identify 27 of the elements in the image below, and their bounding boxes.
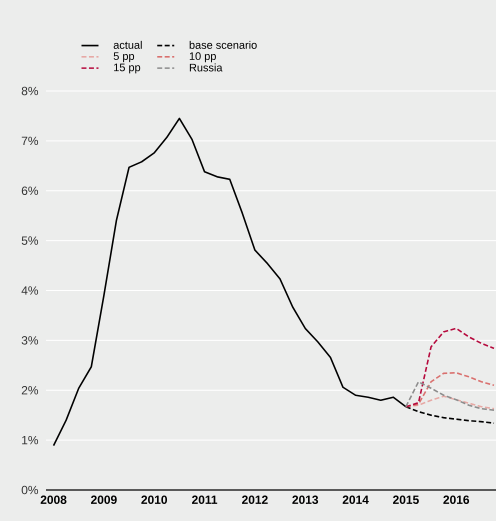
x-tick-label: 2013	[292, 496, 318, 504]
y-tick-label: 8%	[22, 86, 38, 96]
y-tick-label: 1%	[22, 436, 38, 444]
line-series	[405, 380, 495, 411]
y-tick-label: 5%	[22, 236, 38, 245]
x-tick-label: 2015	[393, 496, 420, 504]
y-tick-label: 3%	[22, 336, 38, 345]
x-tick-label: 2012	[242, 496, 268, 504]
x-tick-label: 2008	[40, 496, 67, 504]
legend-label: 5 pp	[114, 52, 134, 62]
x-tick-label: 2014	[342, 496, 369, 504]
legend-label: 10 pp	[190, 52, 216, 62]
y-tick-label: 7%	[22, 136, 38, 146]
line-series	[405, 395, 495, 410]
legend-label: 15 pp	[114, 64, 140, 74]
legend-label: base scenario	[190, 40, 257, 49]
y-tick-label: 0%	[22, 486, 38, 494]
y-tick-label: 6%	[22, 186, 38, 195]
y-tick-label: 4%	[22, 286, 38, 295]
legend-label: Russia	[190, 63, 223, 72]
x-tick-label: 2016	[444, 496, 470, 504]
line-series	[405, 328, 495, 408]
x-tick-label: 2009	[91, 496, 117, 504]
legend-label: actual	[114, 40, 142, 49]
x-tick-label: 2011	[192, 496, 218, 504]
x-tick-label: 2010	[142, 496, 168, 504]
y-tick-label: 2%	[22, 386, 38, 394]
